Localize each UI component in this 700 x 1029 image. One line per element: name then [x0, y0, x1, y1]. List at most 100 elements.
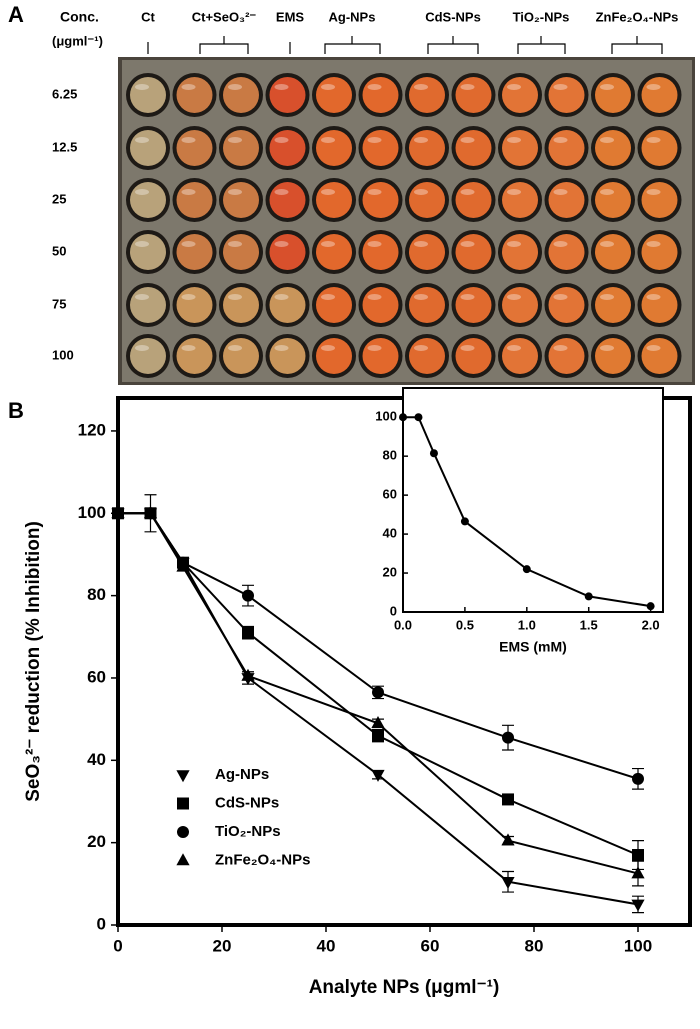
well-glare	[414, 345, 428, 351]
well-glare	[600, 345, 614, 351]
well-glare	[600, 137, 614, 143]
marker	[501, 876, 515, 889]
well-glare	[181, 189, 196, 195]
marker	[111, 506, 125, 519]
well-glare	[553, 84, 568, 90]
x-tick-label: 1.0	[518, 617, 536, 632]
conc-title: Conc.	[60, 9, 99, 25]
well-fill	[502, 77, 538, 113]
well-fill	[223, 234, 259, 270]
y-tick-label: 0	[390, 603, 397, 618]
well-glare	[507, 84, 521, 90]
marker	[241, 668, 255, 681]
well-glare	[135, 345, 149, 351]
well-glare	[274, 84, 289, 90]
y-tick-label: 0	[97, 914, 106, 933]
well-glare	[228, 137, 242, 143]
x-tick-label: 100	[624, 936, 652, 955]
well-glare	[507, 345, 521, 351]
x-tick-label: 2.0	[642, 617, 660, 632]
well-glare	[646, 241, 661, 247]
row-label: 6.25	[52, 86, 77, 101]
well-glare	[228, 345, 242, 351]
well-fill	[130, 234, 166, 270]
y-tick-label: 120	[78, 420, 106, 439]
marker	[371, 716, 385, 729]
column-label: TiO₂-NPs	[513, 9, 570, 24]
well-glare	[135, 294, 149, 300]
marker	[176, 770, 190, 783]
well-glare	[460, 84, 475, 90]
well-glare	[181, 294, 196, 300]
well-glare	[414, 84, 428, 90]
panel-label: B	[8, 398, 24, 423]
legend-label: ZnFe₂O₄-NPs	[215, 851, 311, 868]
well-fill	[595, 130, 631, 166]
well-fill	[455, 287, 492, 323]
plate	[122, 60, 692, 382]
well-glare	[274, 189, 289, 195]
well-fill	[595, 338, 631, 374]
well-fill	[316, 287, 352, 323]
well-fill	[502, 182, 538, 218]
well-glare	[553, 189, 568, 195]
well-fill	[548, 182, 585, 218]
marker	[631, 899, 645, 912]
well-glare	[274, 241, 289, 247]
well-fill	[409, 287, 445, 323]
marker	[143, 506, 158, 519]
marker	[501, 833, 515, 846]
well-glare	[228, 294, 242, 300]
well-glare	[321, 241, 335, 247]
row-label: 25	[52, 191, 66, 206]
well-fill	[455, 234, 492, 270]
marker	[429, 449, 438, 458]
well-fill	[130, 338, 166, 374]
well-glare	[321, 84, 335, 90]
y-tick-label: 20	[383, 564, 397, 579]
well-fill	[362, 182, 399, 218]
well-glare	[600, 84, 614, 90]
well-glare	[600, 241, 614, 247]
marker	[632, 849, 644, 862]
well-fill	[641, 234, 678, 270]
well-glare	[460, 137, 475, 143]
well-fill	[130, 182, 166, 218]
well-fill	[455, 338, 492, 374]
well-glare	[460, 189, 475, 195]
well-glare	[135, 84, 149, 90]
column-label: Ag-NPs	[329, 9, 376, 24]
marker	[242, 589, 254, 602]
x-tick-label: 80	[525, 936, 544, 955]
marker	[646, 602, 655, 611]
marker	[372, 729, 384, 742]
well-fill	[176, 338, 213, 374]
well-fill	[223, 130, 259, 166]
well-fill	[269, 338, 306, 374]
well-glare	[367, 345, 382, 351]
well-fill	[316, 338, 352, 374]
well-glare	[600, 294, 614, 300]
marker	[242, 626, 254, 639]
well-fill	[223, 287, 259, 323]
row-label: 75	[52, 296, 66, 311]
well-fill	[130, 130, 166, 166]
well-glare	[228, 241, 242, 247]
x-tick-label: 60	[421, 936, 440, 955]
well-fill	[316, 130, 352, 166]
well-glare	[321, 294, 335, 300]
plot-frame	[402, 387, 664, 613]
marker	[371, 769, 385, 782]
y-tick-label: 80	[383, 448, 397, 463]
well-glare	[507, 294, 521, 300]
well-fill	[176, 77, 213, 113]
well-fill	[223, 182, 259, 218]
well-glare	[181, 345, 196, 351]
well-fill	[269, 234, 306, 270]
well-glare	[228, 189, 242, 195]
well-glare	[135, 137, 149, 143]
well-fill	[455, 182, 492, 218]
x-tick-label: 1.5	[580, 617, 598, 632]
well-fill	[362, 338, 399, 374]
